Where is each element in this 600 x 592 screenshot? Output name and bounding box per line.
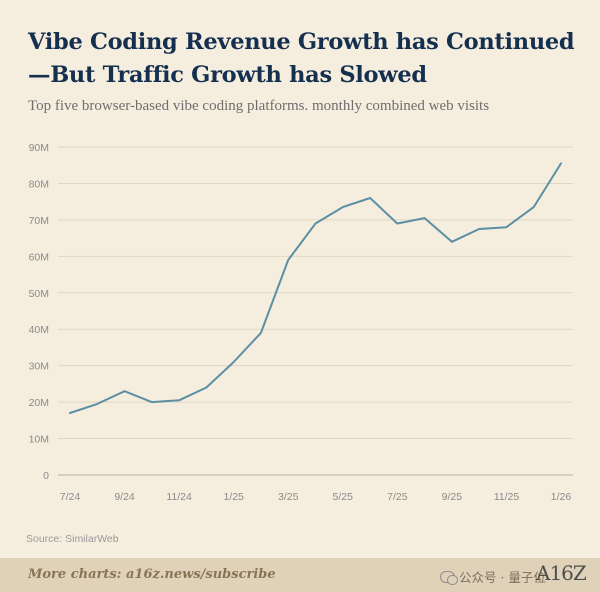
source-note: Source: SimilarWeb	[26, 533, 119, 545]
x-tick-label: 7/25	[387, 491, 408, 500]
y-tick-label: 10M	[29, 434, 49, 446]
a16z-logo: A16Z	[536, 561, 587, 585]
wechat-icon	[440, 570, 458, 585]
y-tick-label: 80M	[29, 178, 49, 190]
y-tick-label: 90M	[29, 142, 49, 154]
y-tick-label: 0	[43, 470, 49, 482]
y-tick-label: 40M	[29, 324, 49, 336]
subscribe-link[interactable]: More charts: a16z.news/subscribe	[28, 567, 276, 582]
y-tick-label: 60M	[29, 251, 49, 263]
x-tick-label: 1/26	[551, 491, 572, 500]
x-tick-label: 7/24	[60, 491, 81, 500]
x-tick-label: 1/25	[223, 491, 244, 500]
x-tick-label: 11/25	[494, 491, 520, 500]
y-tick-label: 30M	[29, 361, 49, 373]
x-tick-label: 3/25	[278, 491, 299, 500]
x-tick-label: 5/25	[333, 491, 354, 500]
chart-subtitle: Top five browser-based vibe coding platf…	[28, 98, 490, 114]
y-tick-label: 20M	[29, 397, 49, 409]
footer-bar: More charts: a16z.news/subscribe 公众号 · 量…	[0, 558, 600, 592]
x-tick-label: 9/24	[114, 491, 135, 500]
series-line	[69, 162, 562, 414]
y-tick-label: 50M	[29, 288, 49, 300]
chart-title: Vibe Coding Revenue Growth has Continued…	[28, 29, 575, 88]
x-tick-label: 9/25	[442, 491, 463, 500]
watermark-text: 公众号 · 量子位	[459, 570, 546, 585]
y-tick-label: 70M	[29, 215, 49, 227]
line-chart: 0 10M 20M 30M 40M 50M 60M 70M 80M 90M 7/24 9/24 11/…	[29, 142, 573, 500]
wechat-watermark: 公众号 · 量子位	[440, 567, 546, 586]
x-tick-label: 11/24	[166, 491, 192, 500]
